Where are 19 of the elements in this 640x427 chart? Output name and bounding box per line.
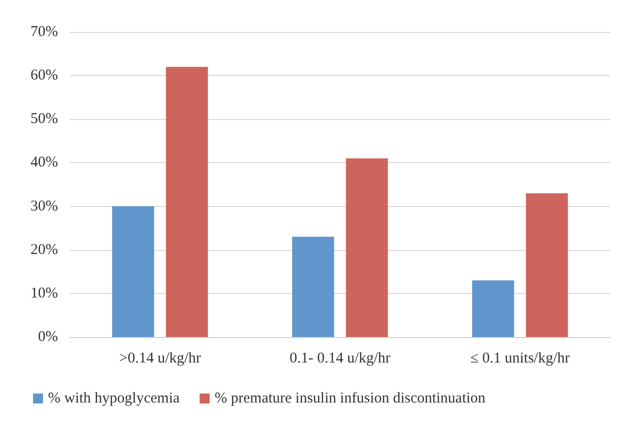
legend-label: % with hypoglycemia [48,390,180,406]
legend-label: % premature insulin infusion discontinuation [214,390,486,406]
bar [292,236,334,337]
x-tick-label: ≤ 0.1 units/kg/hr [470,350,570,366]
y-tick-label: 30% [30,198,58,214]
y-tick-label: 60% [30,68,58,84]
y-tick-label: 50% [30,111,58,128]
y-tick-label: 10% [30,285,58,302]
bar [112,206,154,337]
bar [526,193,568,337]
y-tick-label: 70% [30,24,58,40]
y-tick-label: 40% [30,154,58,171]
x-tick-label: 0.1- 0.14 u/kg/hr [290,350,390,366]
x-tick-label: >0.14 u/kg/hr [119,350,201,366]
y-tick-label: 0% [38,329,58,345]
bar [346,158,388,337]
bar [472,280,514,337]
y-tick-label: 20% [30,242,58,258]
bar [166,66,208,337]
